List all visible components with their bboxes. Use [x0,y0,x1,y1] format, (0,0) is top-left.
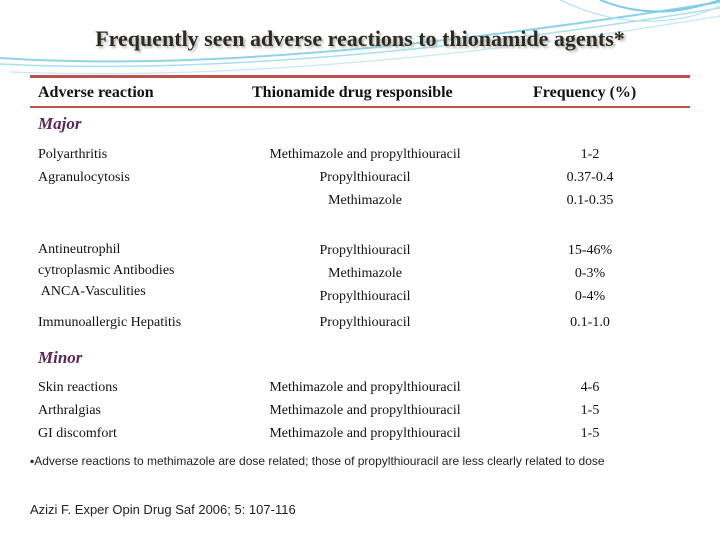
frequency-text: 1-5 [580,426,600,441]
frequency-cell: 15-46% 0-3% 0-4% [540,239,640,308]
header-bottom-rule [30,106,690,108]
section-label-minor: Minor [38,348,83,367]
reaction-text: ANCA-Vasculities [38,284,146,299]
column-header-adverse-reaction: Adverse reaction [38,84,154,101]
drug-text: Methimazole [328,266,402,281]
section-label-major: Major [38,114,82,133]
reaction-text: Skin reactions [38,380,118,395]
reaction-cell: Skin reactions Arthralgias GI discomfort [38,376,118,445]
frequency-text: 0.1-1.0 [570,315,610,330]
drug-text: Propylthiouracil [319,289,411,304]
frequency-text: 4-6 [580,380,600,395]
drug-text: Methimazole and propylthiouracil [269,403,461,418]
header-swoosh-decoration [0,0,720,75]
frequency-text: 1-5 [580,403,600,418]
drug-text: Methimazole and propylthiouracil [269,147,461,162]
reaction-text: Agranulocytosis [38,170,130,185]
reaction-cell: Polyarthritis Agranulocytosis [38,143,130,189]
frequency-text: 0-3% [574,266,606,281]
reaction-text: cytroplasmic Antibodies [38,263,175,278]
drug-text: Propylthiouracil [319,170,411,185]
reaction-text: Arthralgias [38,403,101,418]
frequency-cell: 4-6 1-5 1-5 [540,376,640,445]
reaction-text: Polyarthritis [38,147,108,162]
column-header-drug: Thionamide drug responsible [252,84,453,101]
frequency-text: 0.37-0.4 [566,170,614,185]
header-top-rule [30,75,690,78]
frequency-text: 15-46% [567,243,613,258]
drug-cell: Propylthiouracil [240,311,490,334]
drug-text: Methimazole [328,193,402,208]
frequency-text: 0.1-0.35 [566,193,614,208]
frequency-text: 1-2 [580,147,600,162]
drug-text: Methimazole and propylthiouracil [269,380,461,395]
drug-text: Propylthiouracil [319,243,411,258]
drug-cell: Methimazole and propylthiouracil Methima… [240,376,490,445]
reaction-text: Immunoallergic Hepatitis [38,315,182,330]
footnote: ▪Adverse reactions to methimazole are do… [30,454,605,468]
drug-text: Propylthiouracil [319,315,411,330]
frequency-text: 0-4% [574,289,606,304]
drug-text: Methimazole and propylthiouracil [269,426,461,441]
drug-cell: Methimazole and propylthiouracil Propylt… [240,143,490,212]
citation: Azizi F. Exper Opin Drug Saf 2006; 5: 10… [30,502,296,517]
drug-cell: Propylthiouracil Methimazole Propylthiou… [240,239,490,308]
frequency-cell: 0.1-1.0 [540,311,640,334]
frequency-cell: 1-2 0.37-0.4 0.1-0.35 [540,143,640,212]
reaction-cell: Immunoallergic Hepatitis [38,311,181,334]
column-header-frequency: Frequency (%) [533,84,637,101]
reaction-text: Antineutrophil [38,242,121,257]
reaction-cell: Antineutrophil cytroplasmic Antibodies A… [38,239,174,302]
reaction-text: GI discomfort [38,426,117,441]
slide-title: Frequently seen adverse reactions to thi… [95,26,625,51]
